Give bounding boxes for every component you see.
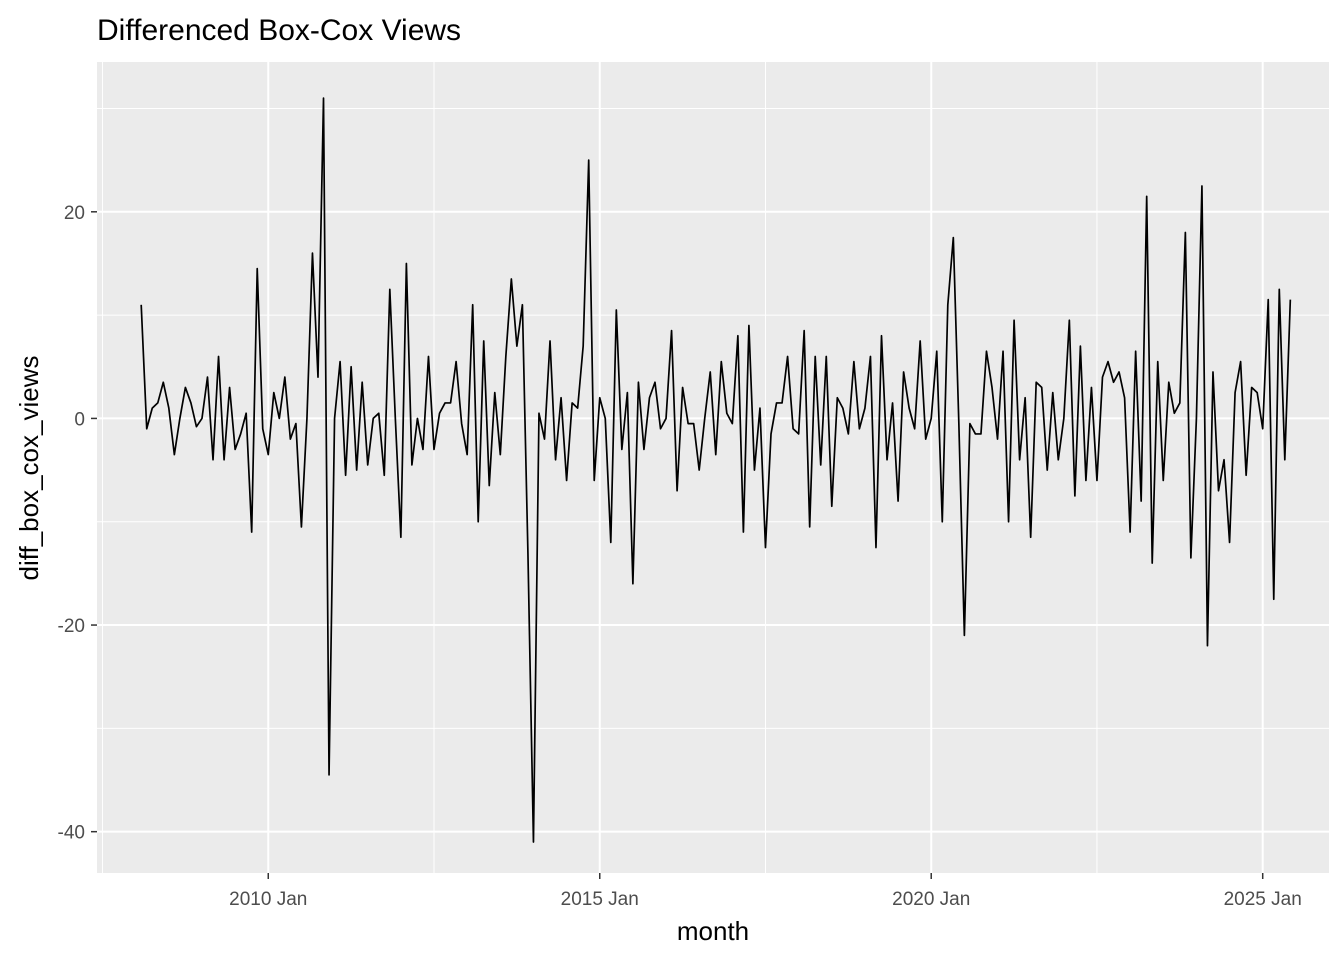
series-line — [140, 97, 1292, 843]
x-tick-label: 2020 Jan — [892, 889, 970, 910]
y-axis: -40 -20 0 20 — [58, 203, 97, 844]
x-tick-label: 2025 Jan — [1224, 889, 1302, 910]
y-tick-label: 0 — [74, 409, 85, 430]
plot-panel — [97, 62, 1329, 873]
x-tick-label: 2010 Jan — [229, 889, 307, 910]
x-axis: 2010 Jan 2015 Jan 2020 Jan 2025 Jan — [229, 873, 1302, 910]
y-axis-title: diff_box_cox_views — [14, 356, 44, 581]
chart-title: Differenced Box-Cox Views — [97, 14, 461, 47]
x-tick-label: 2015 Jan — [561, 889, 639, 910]
y-tick-label: -40 — [58, 823, 85, 844]
y-tick-label: 20 — [64, 203, 85, 224]
y-tick-label: -20 — [58, 616, 85, 637]
x-axis-title: month — [677, 916, 749, 946]
major-gridlines — [97, 62, 1329, 873]
